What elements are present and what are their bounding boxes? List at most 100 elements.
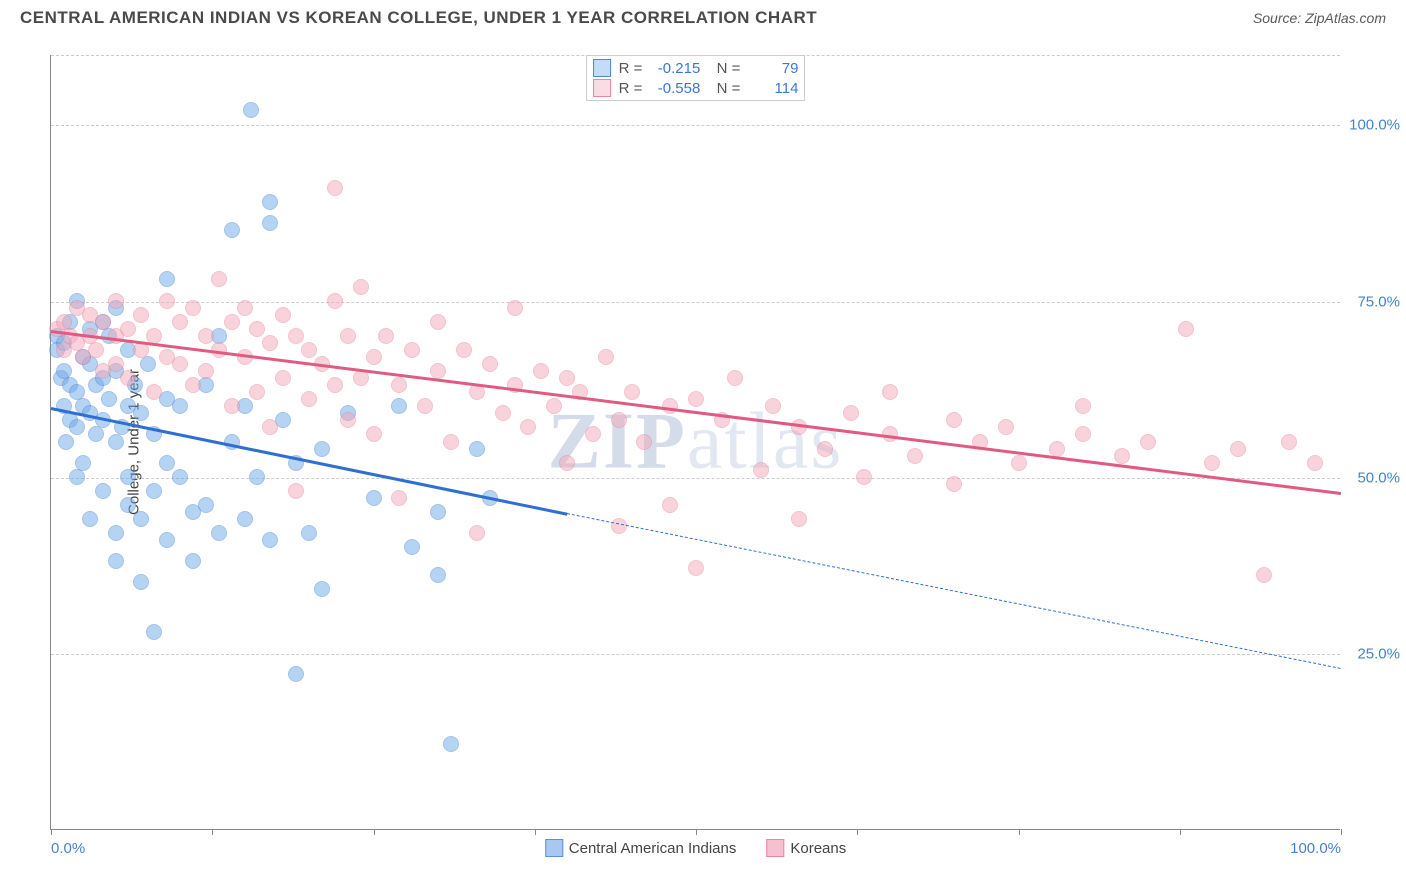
data-point (249, 469, 265, 485)
data-point (108, 293, 124, 309)
data-point (95, 483, 111, 499)
data-point (469, 525, 485, 541)
data-point (391, 398, 407, 414)
data-point (907, 448, 923, 464)
data-point (120, 469, 136, 485)
data-point (301, 525, 317, 541)
data-point (443, 434, 459, 450)
data-point (211, 525, 227, 541)
data-point (1178, 321, 1194, 337)
data-point (185, 377, 201, 393)
data-point (262, 335, 278, 351)
data-point (482, 356, 498, 372)
data-point (585, 426, 601, 442)
data-point (249, 321, 265, 337)
xtick (1019, 829, 1020, 835)
data-point (172, 314, 188, 330)
data-point (314, 441, 330, 457)
stats-legend-row: R =-0.215 N =79 (593, 58, 799, 78)
data-point (133, 405, 149, 421)
data-point (1256, 567, 1272, 583)
data-point (340, 328, 356, 344)
data-point (753, 462, 769, 478)
legend-label: Koreans (790, 840, 846, 857)
xtick (696, 829, 697, 835)
data-point (366, 426, 382, 442)
data-point (430, 314, 446, 330)
data-point (1075, 426, 1091, 442)
data-point (133, 307, 149, 323)
xtick-label: 0.0% (51, 840, 85, 857)
gridline (51, 125, 1340, 126)
data-point (172, 356, 188, 372)
data-point (108, 356, 124, 372)
legend-swatch (766, 839, 784, 857)
stat-n-label: N = (708, 80, 740, 97)
xtick (1180, 829, 1181, 835)
data-point (69, 469, 85, 485)
data-point (159, 293, 175, 309)
data-point (75, 455, 91, 471)
data-point (340, 412, 356, 428)
data-point (288, 328, 304, 344)
chart-plot-area: College, Under 1 year ZIPatlas R =-0.215… (50, 55, 1340, 830)
xtick (857, 829, 858, 835)
stats-legend-row: R =-0.558 N =114 (593, 78, 799, 98)
data-point (843, 405, 859, 421)
data-point (159, 455, 175, 471)
data-point (58, 434, 74, 450)
stat-r-label: R = (619, 80, 643, 97)
data-point (198, 328, 214, 344)
data-point (262, 194, 278, 210)
data-point (262, 215, 278, 231)
legend-label: Central American Indians (569, 840, 737, 857)
data-point (366, 349, 382, 365)
data-point (224, 314, 240, 330)
data-point (133, 511, 149, 527)
data-point (443, 736, 459, 752)
ytick-label: 75.0% (1357, 293, 1400, 310)
data-point (1114, 448, 1130, 464)
stat-n-value: 114 (748, 80, 798, 97)
ytick-label: 100.0% (1349, 117, 1400, 134)
regression-line (567, 513, 1341, 669)
data-point (417, 398, 433, 414)
data-point (327, 293, 343, 309)
data-point (430, 567, 446, 583)
data-point (159, 532, 175, 548)
data-point (611, 412, 627, 428)
data-point (108, 525, 124, 541)
data-point (791, 511, 807, 527)
data-point (172, 398, 188, 414)
data-point (120, 321, 136, 337)
stat-r-label: R = (619, 60, 643, 77)
data-point (198, 497, 214, 513)
legend-item: Koreans (766, 839, 846, 857)
data-point (998, 419, 1014, 435)
legend-swatch (545, 839, 563, 857)
data-point (1011, 455, 1027, 471)
data-point (495, 405, 511, 421)
data-point (275, 307, 291, 323)
data-point (765, 398, 781, 414)
data-point (69, 419, 85, 435)
data-point (237, 300, 253, 316)
data-point (327, 377, 343, 393)
data-point (146, 384, 162, 400)
data-point (249, 384, 265, 400)
data-point (301, 391, 317, 407)
data-point (662, 497, 678, 513)
data-point (101, 391, 117, 407)
data-point (559, 455, 575, 471)
data-point (211, 271, 227, 287)
data-point (120, 497, 136, 513)
data-point (133, 574, 149, 590)
data-point (353, 370, 369, 386)
data-point (108, 553, 124, 569)
xtick (374, 829, 375, 835)
data-point (146, 624, 162, 640)
data-point (469, 441, 485, 457)
legend-item: Central American Indians (545, 839, 737, 857)
data-point (185, 553, 201, 569)
data-point (688, 560, 704, 576)
